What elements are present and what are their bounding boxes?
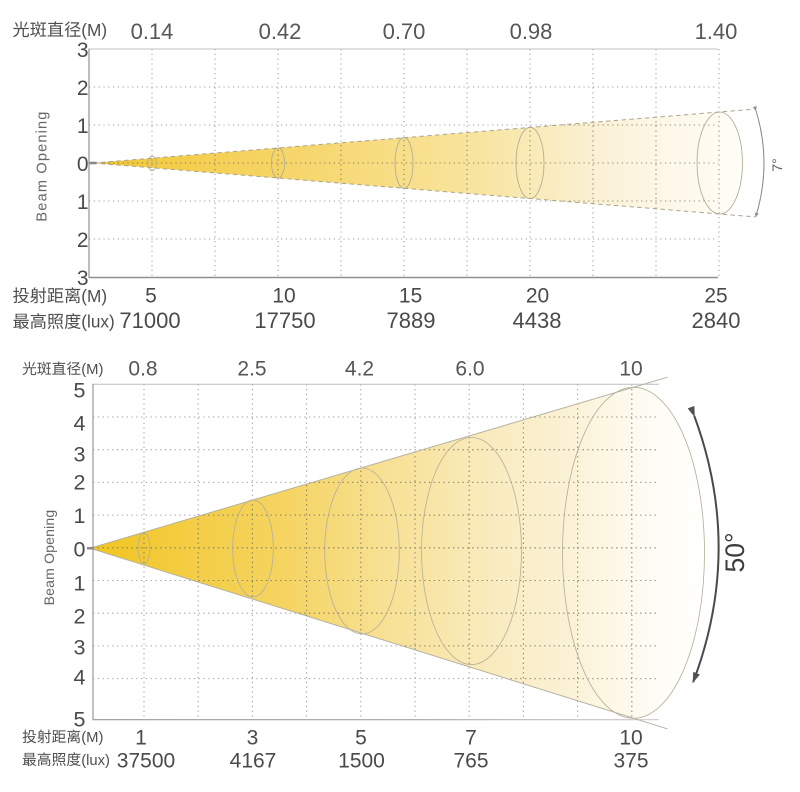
svg-text:1: 1 bbox=[74, 504, 86, 528]
svg-text:4: 4 bbox=[74, 411, 86, 435]
svg-text:0.70: 0.70 bbox=[383, 19, 426, 44]
svg-text:5: 5 bbox=[74, 708, 86, 732]
svg-text:25: 25 bbox=[704, 284, 727, 307]
svg-text:1: 1 bbox=[77, 191, 89, 214]
svg-text:5: 5 bbox=[145, 284, 157, 307]
svg-text:(M): (M) bbox=[81, 362, 103, 378]
svg-text:37500: 37500 bbox=[117, 749, 175, 772]
svg-text:7889: 7889 bbox=[387, 308, 436, 333]
svg-text:17750: 17750 bbox=[254, 308, 315, 333]
svg-text:0.14: 0.14 bbox=[131, 19, 174, 44]
svg-text:7: 7 bbox=[465, 726, 477, 749]
svg-text:10: 10 bbox=[272, 284, 295, 307]
svg-text:0.8: 0.8 bbox=[128, 357, 157, 380]
svg-text:1: 1 bbox=[77, 115, 89, 138]
svg-text:Beam Opening: Beam Opening bbox=[34, 110, 50, 221]
svg-text:10: 10 bbox=[619, 726, 642, 749]
svg-text:3: 3 bbox=[74, 635, 86, 659]
svg-text:15: 15 bbox=[399, 284, 422, 307]
svg-text:4.2: 4.2 bbox=[345, 357, 374, 380]
svg-text:1500: 1500 bbox=[338, 749, 385, 772]
svg-text:4167: 4167 bbox=[230, 749, 277, 772]
svg-text:(M): (M) bbox=[81, 20, 107, 40]
svg-text:(lux): (lux) bbox=[81, 753, 110, 769]
svg-text:2: 2 bbox=[74, 605, 86, 629]
svg-text:4: 4 bbox=[74, 666, 86, 690]
svg-text:50°: 50° bbox=[720, 532, 750, 572]
svg-text:(M): (M) bbox=[81, 730, 103, 746]
svg-text:0: 0 bbox=[77, 153, 89, 176]
svg-text:20: 20 bbox=[526, 284, 549, 307]
svg-text:1: 1 bbox=[74, 572, 86, 596]
svg-text:71000: 71000 bbox=[119, 308, 180, 333]
svg-text:0.42: 0.42 bbox=[259, 19, 302, 44]
svg-text:2.5: 2.5 bbox=[237, 357, 266, 380]
svg-text:4438: 4438 bbox=[513, 308, 562, 333]
svg-text:1.40: 1.40 bbox=[695, 19, 738, 44]
svg-text:3: 3 bbox=[247, 726, 259, 749]
svg-text:2: 2 bbox=[74, 471, 86, 495]
svg-text:10: 10 bbox=[619, 357, 642, 380]
svg-text:7°: 7° bbox=[769, 158, 785, 171]
svg-text:0.98: 0.98 bbox=[510, 19, 553, 44]
svg-text:375: 375 bbox=[613, 749, 648, 772]
svg-text:5: 5 bbox=[74, 378, 86, 402]
svg-text:2: 2 bbox=[77, 229, 89, 252]
svg-text:2: 2 bbox=[77, 77, 89, 100]
svg-text:765: 765 bbox=[453, 749, 488, 772]
svg-text:1: 1 bbox=[135, 726, 147, 749]
svg-text:0: 0 bbox=[74, 538, 86, 562]
svg-text:3: 3 bbox=[74, 442, 86, 466]
svg-text:Beam Opening: Beam Opening bbox=[41, 510, 57, 606]
svg-text:(lux): (lux) bbox=[81, 312, 114, 332]
svg-text:(M): (M) bbox=[81, 286, 107, 306]
svg-text:5: 5 bbox=[355, 726, 367, 749]
svg-text:6.0: 6.0 bbox=[455, 357, 484, 380]
svg-text:3: 3 bbox=[77, 267, 89, 290]
svg-text:3: 3 bbox=[77, 39, 89, 62]
svg-text:2840: 2840 bbox=[692, 308, 741, 333]
